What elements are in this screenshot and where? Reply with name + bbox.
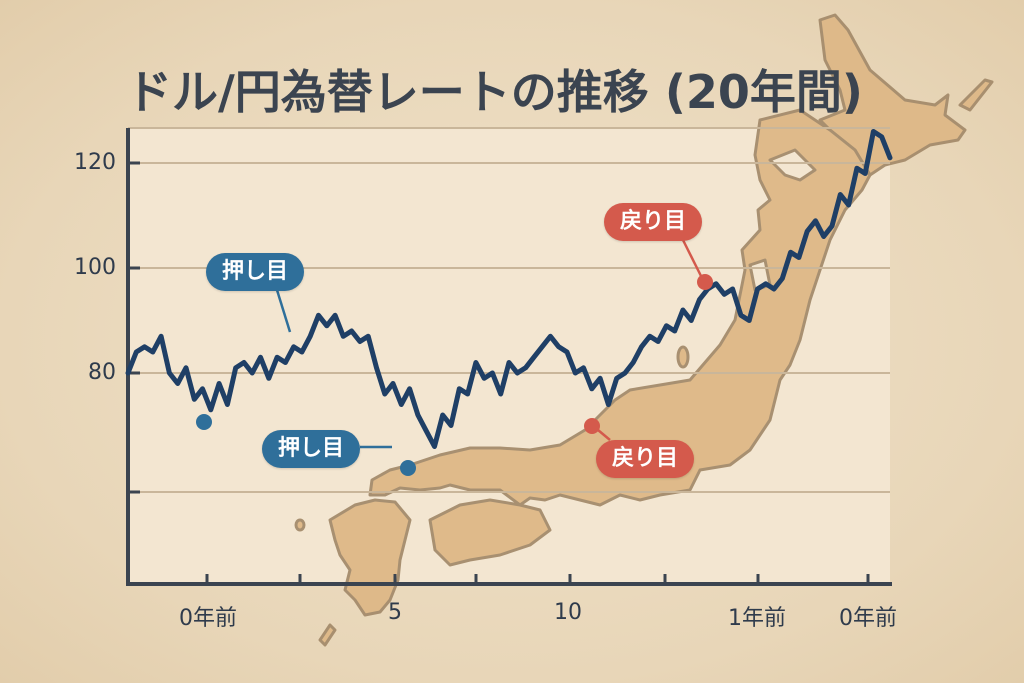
push-top-leader [275, 289, 292, 333]
x-axis-ticks [205, 574, 870, 584]
push-callout-top: 押し目 [206, 253, 305, 291]
pullback-top-leader [681, 239, 706, 283]
x-tick-5: 5 [388, 600, 402, 625]
x-tick-0-years-ago-left: 0年前 [179, 606, 237, 631]
pullback-marker-2 [584, 418, 600, 434]
push-marker-2 [400, 460, 416, 476]
y-tick-80: 80 [88, 360, 116, 385]
pullback-marker-1 [697, 274, 713, 290]
pullback-callout-top: 戻り目 [604, 203, 703, 241]
axes [126, 128, 892, 586]
y-tick-120: 120 [74, 150, 116, 175]
pullback-callout-bottom: 戻り目 [596, 440, 695, 478]
x-tick-1-year-ago: 1年前 [728, 606, 786, 631]
x-tick-10: 10 [554, 600, 582, 625]
y-axis-ticks [128, 161, 140, 494]
japan-map-icon [294, 13, 994, 647]
chart-title: ドル/円為替レートの推移 (20年間) [126, 65, 863, 119]
push-callout-bottom: 押し目 [262, 430, 361, 468]
x-tick-0-years-ago-right: 0年前 [839, 606, 897, 631]
y-tick-100: 100 [74, 255, 116, 280]
usd-jpy-line [125, 129, 893, 449]
push-marker-1 [196, 414, 212, 430]
